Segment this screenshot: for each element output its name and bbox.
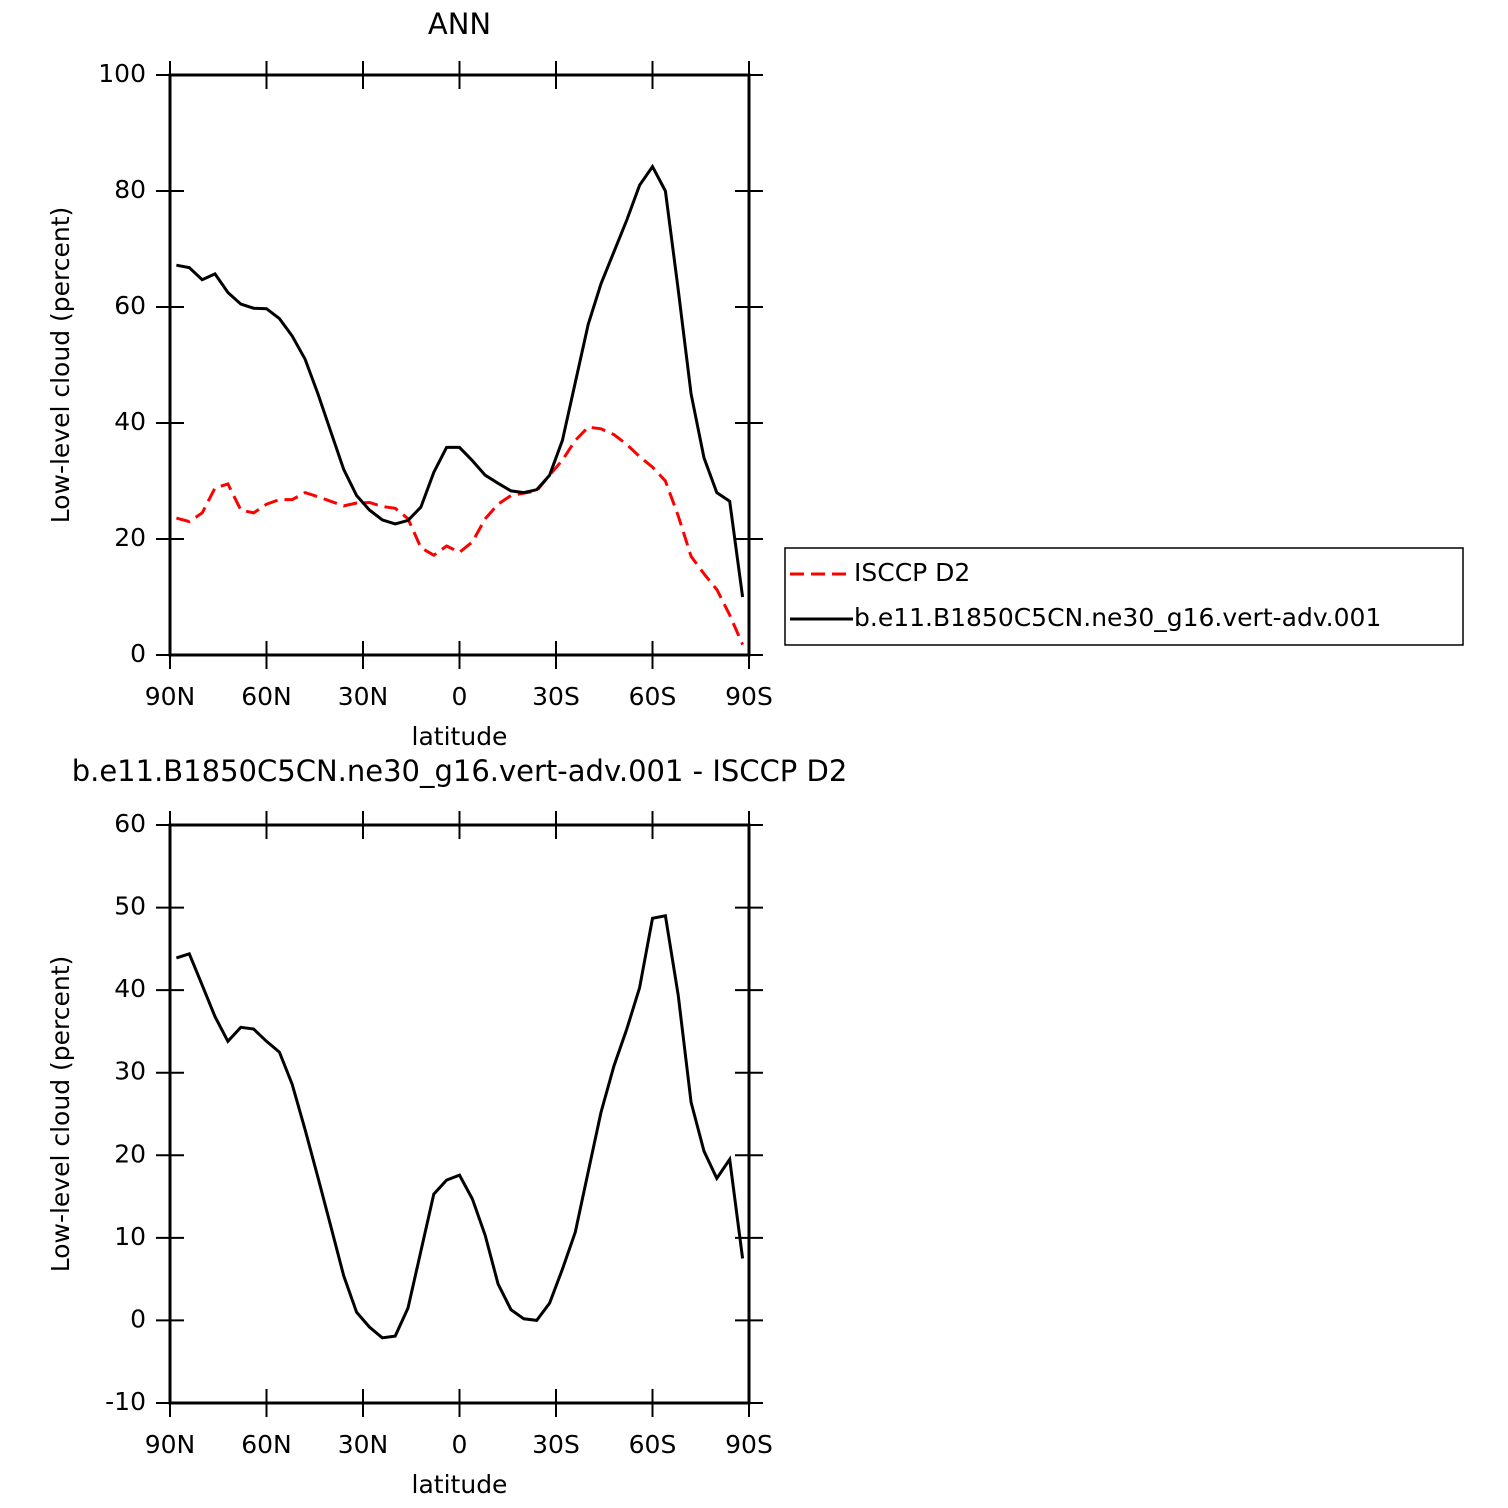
x-tick-label: 60N (241, 682, 292, 711)
y-tick-label: 80 (114, 175, 146, 204)
y-axis-label: Low-level cloud (percent) (46, 956, 75, 1273)
x-tick-label: 90S (725, 1430, 773, 1459)
y-tick-label: 60 (114, 291, 146, 320)
y-tick-label: 20 (114, 523, 146, 552)
y-tick-label: 100 (98, 59, 146, 88)
x-tick-label: 30N (338, 1430, 389, 1459)
x-tick-label: 90S (725, 682, 773, 711)
x-tick-label: 60S (629, 682, 677, 711)
plot-frame (168, 73, 751, 657)
y-tick-label: 0 (130, 1304, 146, 1333)
legend-box (784, 547, 1464, 646)
y-tick-label: 30 (114, 1057, 146, 1086)
x-axis-label: latitude (412, 722, 508, 751)
data-line (176, 163, 745, 598)
x-tick-label: 60S (629, 1430, 677, 1459)
x-tick-label: 0 (452, 682, 468, 711)
data-line (176, 425, 744, 646)
x-tick-label: 90N (145, 1430, 196, 1459)
plot-frame (168, 823, 751, 1405)
chart-title: ANN (428, 7, 491, 41)
chart-title: b.e11.B1850C5CN.ne30_g16.vert-adv.001 - … (72, 754, 848, 788)
y-tick-label: 0 (130, 639, 146, 668)
y-tick-label: -10 (105, 1387, 146, 1416)
y-tick-label: 50 (114, 892, 146, 921)
legend-label: ISCCP D2 (854, 558, 970, 587)
y-tick-label: 60 (114, 809, 146, 838)
legend-label: b.e11.B1850C5CN.ne30_g16.vert-adv.001 (854, 603, 1381, 632)
x-tick-label: 90N (145, 682, 196, 711)
x-tick-label: 60N (241, 1430, 292, 1459)
data-line (175, 914, 745, 1340)
x-tick-label: 30S (532, 682, 580, 711)
y-tick-label: 40 (114, 407, 146, 436)
x-tick-label: 0 (452, 1430, 468, 1459)
x-axis-label: latitude (412, 1470, 508, 1499)
y-axis-label: Low-level cloud (percent) (46, 207, 75, 524)
y-tick-label: 10 (114, 1222, 146, 1251)
y-tick-label: 40 (114, 974, 146, 1003)
y-tick-label: 20 (114, 1139, 146, 1168)
x-tick-label: 30N (338, 682, 389, 711)
x-tick-label: 30S (532, 1430, 580, 1459)
